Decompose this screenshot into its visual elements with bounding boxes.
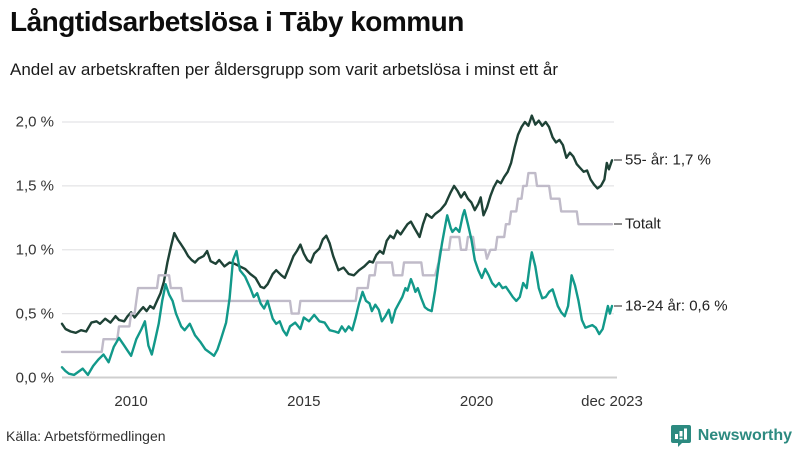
y-tick-label: 0,0 % (15, 369, 54, 386)
y-tick-label: 2,0 % (15, 113, 54, 131)
series-line-55-r (60, 114, 614, 334)
end-label-dash (614, 159, 622, 162)
newsworthy-brand: Newsworthy (670, 424, 792, 448)
page-subtitle: Andel av arbetskraften per åldersgrupp s… (10, 60, 559, 79)
x-tick-label: dec 2023 (581, 393, 643, 410)
page-title: Långtidsarbetslösa i Täby kommun (10, 6, 464, 37)
series-end-label-55-r: 55- år: 1,7 % (625, 151, 711, 169)
newsworthy-brand-text: Newsworthy (697, 427, 792, 444)
source-attribution: Källa: Arbetsförmedlingen (6, 428, 166, 444)
series-end-label-totalt: Totalt (625, 215, 661, 233)
series-line-18-24-r (60, 208, 614, 377)
y-tick-label: 1,0 % (15, 241, 54, 259)
series-end-label-18-24-r: 18-24 år: 0,6 % (625, 297, 728, 315)
y-tick-label: 0,5 % (15, 305, 54, 323)
x-tick-label: 2020 (459, 393, 494, 410)
x-tick-label: 2010 (114, 393, 148, 410)
end-label-dash (614, 223, 622, 226)
end-label-dash (614, 304, 622, 307)
y-tick-label: 1,5 % (15, 177, 54, 195)
x-tick-label: 2015 (287, 393, 321, 410)
newsworthy-logo-icon (670, 425, 691, 447)
